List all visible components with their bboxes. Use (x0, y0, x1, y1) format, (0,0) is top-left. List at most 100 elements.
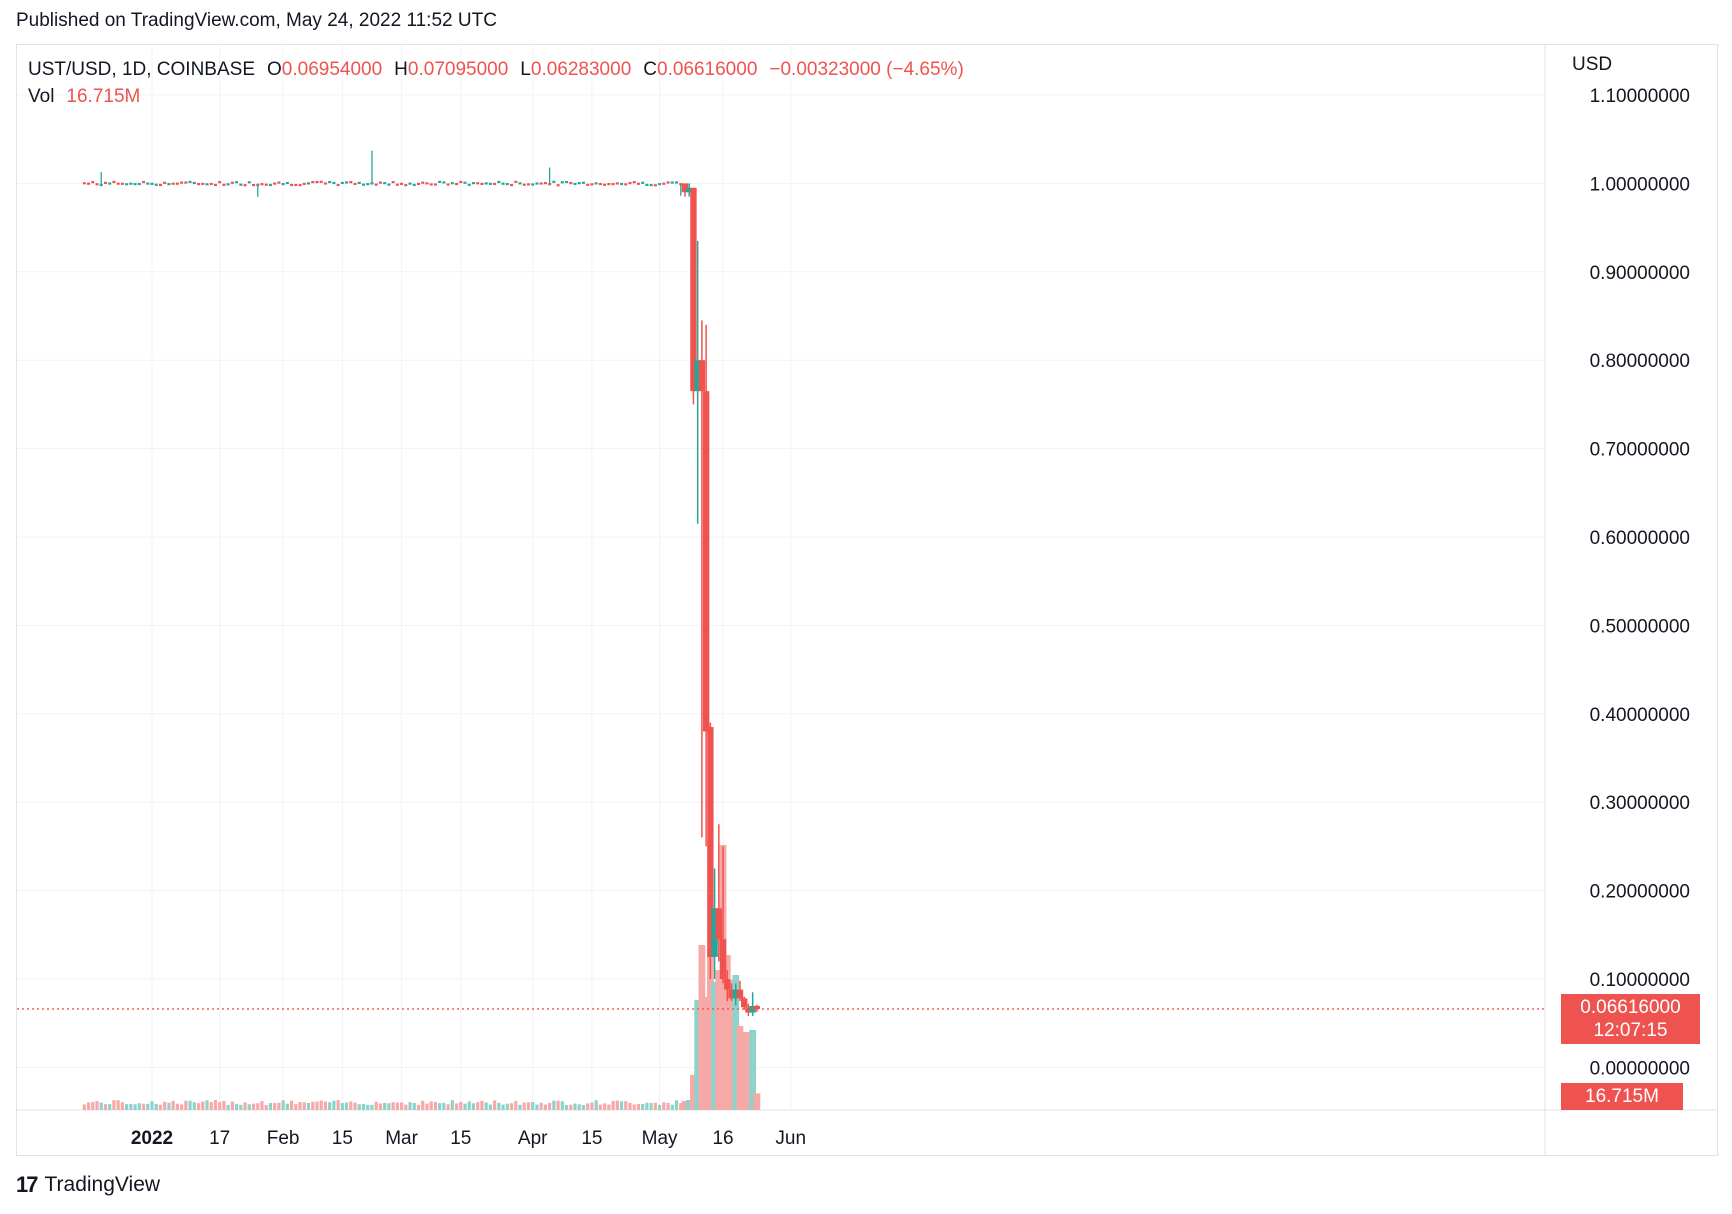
flat-candle (416, 182, 420, 185)
flat-candle (167, 183, 171, 186)
flat-volume-bar (531, 1102, 535, 1110)
flat-volume-bar (209, 1102, 213, 1110)
volume-bar (736, 1026, 744, 1110)
flat-candle (412, 183, 416, 186)
volume-bar (702, 997, 710, 1110)
current-price-tag: 0.06616000 12:07:15 (1561, 994, 1700, 1044)
flat-candle (543, 181, 547, 185)
flat-candle (213, 183, 217, 187)
candle-body (707, 727, 714, 957)
current-volume-tag: 16.715M (1561, 1083, 1683, 1110)
candle-body (694, 360, 701, 392)
flat-volume-bar (167, 1102, 171, 1110)
flat-volume-bar (294, 1104, 298, 1110)
flat-volume-bar (598, 1104, 602, 1110)
flat-candle (581, 181, 585, 184)
flat-volume-bar (315, 1101, 319, 1110)
flat-candle (387, 183, 391, 186)
price-tick-label: 0.30000000 (1590, 793, 1690, 814)
candle-body (702, 391, 710, 732)
flat-candle (624, 183, 628, 186)
flat-candle (264, 183, 268, 186)
flat-candle (349, 181, 353, 184)
flat-volume-bar (137, 1103, 141, 1110)
chart-frame[interactable] (16, 44, 1718, 1156)
flat-volume-bar (353, 1102, 357, 1110)
flat-volume-bar (319, 1100, 323, 1110)
tradingview-logo[interactable]: 17 TradingView (16, 1172, 160, 1198)
flat-volume-bar (163, 1101, 167, 1110)
flat-volume-bar (581, 1104, 586, 1110)
flat-volume-bar (273, 1102, 277, 1110)
flat-volume-bar (213, 1100, 218, 1110)
volume-bar (723, 955, 731, 1110)
flat-volume-bar (378, 1103, 383, 1110)
time-tick-label: 15 (450, 1128, 471, 1149)
time-tick-label: Feb (267, 1128, 300, 1149)
flat-candle (522, 183, 526, 186)
flat-candle (112, 180, 116, 184)
change-value: −0.00323000 (−4.65%) (769, 59, 964, 80)
flat-candle (535, 182, 539, 185)
flat-volume-bar (433, 1101, 438, 1110)
flat-volume-bar (383, 1103, 387, 1110)
flat-candle (268, 183, 272, 187)
grid (17, 44, 1718, 1156)
flat-candle (116, 182, 120, 185)
flat-volume-bar (526, 1102, 531, 1110)
flat-volume-bar (188, 1100, 192, 1110)
flat-volume-bar (125, 1104, 129, 1110)
flat-candle (653, 184, 657, 187)
flat-candle (91, 181, 95, 184)
flat-volume-bar (590, 1102, 594, 1110)
flat-candle (260, 183, 264, 186)
flat-volume-bar (230, 1101, 234, 1110)
candle-body (732, 989, 739, 999)
flat-volume-bar (573, 1103, 577, 1110)
candle-body (745, 1007, 752, 1013)
flat-candle (340, 181, 344, 185)
flat-candle (404, 184, 408, 187)
flat-volume-bar (641, 1103, 645, 1110)
flat-candle (514, 180, 518, 183)
flat-volume-bar (438, 1103, 442, 1110)
flat-volume-bar (674, 1100, 679, 1110)
flat-volume-bar (302, 1102, 306, 1110)
price-axis: 1.10000000 1.00000000 0.90000000 0.80000000… (1590, 86, 1690, 1079)
flat-candle (586, 183, 590, 186)
flat-candle (201, 182, 205, 185)
flat-volume-bar (180, 1104, 184, 1110)
flat-volume-bar (484, 1102, 488, 1110)
volume-bar (745, 1032, 752, 1110)
candle-body (719, 939, 727, 979)
flat-candle (560, 181, 564, 184)
flat-candle (146, 182, 150, 185)
flat-candle (649, 183, 653, 187)
flat-volume-bar (154, 1103, 158, 1110)
flat-candle (421, 181, 425, 184)
flat-candle (239, 183, 243, 186)
flat-candle (675, 181, 679, 184)
flat-candle (95, 183, 99, 186)
flat-volume-bar (662, 1102, 666, 1110)
flat-volume-bar (467, 1101, 471, 1110)
candle-body (711, 908, 718, 957)
flat-volume-bar (463, 1103, 467, 1110)
flat-candle (315, 180, 319, 184)
flat-candle (645, 183, 649, 187)
volume-bar (711, 982, 718, 1110)
flat-candle (129, 182, 133, 185)
flat-volume-bar (442, 1102, 446, 1110)
close-value: 0.06616000 (657, 59, 758, 80)
flat-volume-bar (370, 1104, 374, 1110)
flat-volume-bar (560, 1101, 564, 1110)
flat-volume-bar (488, 1104, 492, 1110)
flat-volume-bar (289, 1100, 294, 1110)
flat-volume-bar (340, 1103, 344, 1110)
flat-candle (459, 180, 463, 184)
flat-volume-bar (268, 1102, 273, 1110)
flat-volume-bar (522, 1102, 526, 1110)
flat-volume-bar (158, 1104, 163, 1110)
flat-candle (154, 183, 158, 186)
